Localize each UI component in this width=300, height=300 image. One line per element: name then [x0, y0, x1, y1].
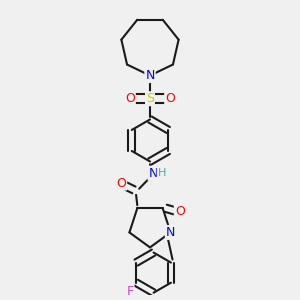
Text: N: N — [166, 226, 175, 239]
Text: O: O — [116, 177, 126, 190]
Text: O: O — [125, 92, 135, 105]
Text: H: H — [158, 168, 166, 178]
Text: N: N — [145, 69, 155, 82]
Text: O: O — [165, 92, 175, 105]
Text: O: O — [175, 205, 185, 218]
Text: F: F — [126, 285, 134, 298]
Text: S: S — [146, 92, 154, 105]
Text: N: N — [148, 167, 158, 180]
